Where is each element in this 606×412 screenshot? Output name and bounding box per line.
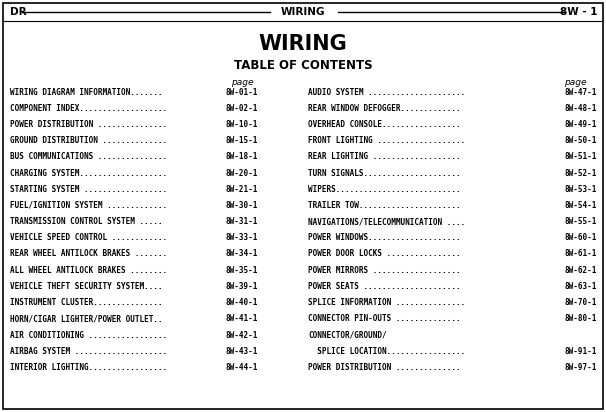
Text: CONNECTOR PIN-OUTS ..............: CONNECTOR PIN-OUTS .............. <box>308 314 461 323</box>
Text: COMPONENT INDEX...................: COMPONENT INDEX................... <box>10 104 167 113</box>
Text: NAVIGATIONS/TELECOMMUNICATION ....: NAVIGATIONS/TELECOMMUNICATION .... <box>308 217 465 226</box>
Text: AUDIO SYSTEM .....................: AUDIO SYSTEM ..................... <box>308 87 465 96</box>
Text: TRAILER TOW......................: TRAILER TOW...................... <box>308 201 461 210</box>
Text: REAR WHEEL ANTILOCK BRAKES .......: REAR WHEEL ANTILOCK BRAKES ....... <box>10 250 167 258</box>
Text: POWER DISTRIBUTION ..............: POWER DISTRIBUTION .............. <box>308 363 461 372</box>
Text: 8W-48-1: 8W-48-1 <box>565 104 597 113</box>
Text: 8W-10-1: 8W-10-1 <box>225 120 258 129</box>
Text: 8W-34-1: 8W-34-1 <box>225 250 258 258</box>
Text: 8W-47-1: 8W-47-1 <box>565 87 597 96</box>
Text: 8W-55-1: 8W-55-1 <box>565 217 597 226</box>
Text: 8W-21-1: 8W-21-1 <box>225 185 258 194</box>
Text: INSTRUMENT CLUSTER...............: INSTRUMENT CLUSTER............... <box>10 298 162 307</box>
Text: 8W-30-1: 8W-30-1 <box>225 201 258 210</box>
Text: REAR WINDOW DEFOGGER.............: REAR WINDOW DEFOGGER............. <box>308 104 461 113</box>
Text: TABLE OF CONTENTS: TABLE OF CONTENTS <box>234 59 372 72</box>
Text: 8W-41-1: 8W-41-1 <box>225 314 258 323</box>
Text: POWER MIRRORS ...................: POWER MIRRORS ................... <box>308 266 461 275</box>
Text: STARTING SYSTEM ..................: STARTING SYSTEM .................. <box>10 185 167 194</box>
Text: OVERHEAD CONSOLE.................: OVERHEAD CONSOLE................. <box>308 120 461 129</box>
Text: REAR LIGHTING ...................: REAR LIGHTING ................... <box>308 152 461 162</box>
Text: BUS COMMUNICATIONS ...............: BUS COMMUNICATIONS ............... <box>10 152 167 162</box>
Text: FRONT LIGHTING ...................: FRONT LIGHTING ................... <box>308 136 465 145</box>
Text: WIRING: WIRING <box>259 34 347 54</box>
Text: SPLICE INFORMATION ...............: SPLICE INFORMATION ............... <box>308 298 465 307</box>
Text: GROUND DISTRIBUTION ..............: GROUND DISTRIBUTION .............. <box>10 136 167 145</box>
Text: VEHICLE THEFT SECURITY SYSTEM....: VEHICLE THEFT SECURITY SYSTEM.... <box>10 282 162 291</box>
Text: 8W-02-1: 8W-02-1 <box>225 104 258 113</box>
Text: 8W-44-1: 8W-44-1 <box>225 363 258 372</box>
Text: 8W-61-1: 8W-61-1 <box>565 250 597 258</box>
Text: 8W-91-1: 8W-91-1 <box>565 347 597 356</box>
Text: 8W-54-1: 8W-54-1 <box>565 201 597 210</box>
Text: CHARGING SYSTEM...................: CHARGING SYSTEM................... <box>10 169 167 178</box>
Text: ALL WHEEL ANTILOCK BRAKES ........: ALL WHEEL ANTILOCK BRAKES ........ <box>10 266 167 275</box>
Text: 8W-40-1: 8W-40-1 <box>225 298 258 307</box>
Text: 8W-70-1: 8W-70-1 <box>565 298 597 307</box>
Text: VEHICLE SPEED CONTROL ............: VEHICLE SPEED CONTROL ............ <box>10 233 167 242</box>
Text: 8W-33-1: 8W-33-1 <box>225 233 258 242</box>
Text: INTERIOR LIGHTING.................: INTERIOR LIGHTING................. <box>10 363 167 372</box>
Text: WIRING: WIRING <box>281 7 325 17</box>
Text: 8W-39-1: 8W-39-1 <box>225 282 258 291</box>
Text: 8W-97-1: 8W-97-1 <box>565 363 597 372</box>
Text: CONNECTOR/GROUND/: CONNECTOR/GROUND/ <box>308 330 387 339</box>
Text: POWER DISTRIBUTION ...............: POWER DISTRIBUTION ............... <box>10 120 167 129</box>
Text: page: page <box>231 77 253 87</box>
Text: 8W - 1: 8W - 1 <box>561 7 598 17</box>
Text: AIRBAG SYSTEM ....................: AIRBAG SYSTEM .................... <box>10 347 167 356</box>
Text: 8W-18-1: 8W-18-1 <box>225 152 258 162</box>
Text: 8W-35-1: 8W-35-1 <box>225 266 258 275</box>
Text: POWER WINDOWS....................: POWER WINDOWS.................... <box>308 233 461 242</box>
Text: page: page <box>564 77 586 87</box>
Text: SPLICE LOCATION.................: SPLICE LOCATION................. <box>308 347 465 356</box>
Text: 8W-52-1: 8W-52-1 <box>565 169 597 178</box>
Text: 8W-43-1: 8W-43-1 <box>225 347 258 356</box>
Text: TURN SIGNALS.....................: TURN SIGNALS..................... <box>308 169 461 178</box>
Text: POWER DOOR LOCKS ................: POWER DOOR LOCKS ................ <box>308 250 461 258</box>
Text: HORN/CIGAR LIGHTER/POWER OUTLET..: HORN/CIGAR LIGHTER/POWER OUTLET.. <box>10 314 162 323</box>
Text: 8W-62-1: 8W-62-1 <box>565 266 597 275</box>
Text: FUEL/IGNITION SYSTEM .............: FUEL/IGNITION SYSTEM ............. <box>10 201 167 210</box>
Text: 8W-60-1: 8W-60-1 <box>565 233 597 242</box>
Text: 8W-50-1: 8W-50-1 <box>565 136 597 145</box>
Text: 8W-49-1: 8W-49-1 <box>565 120 597 129</box>
Text: 8W-20-1: 8W-20-1 <box>225 169 258 178</box>
Text: WIPERS...........................: WIPERS........................... <box>308 185 461 194</box>
Text: AIR CONDITIONING .................: AIR CONDITIONING ................. <box>10 330 167 339</box>
Text: 8W-15-1: 8W-15-1 <box>225 136 258 145</box>
Text: WIRING DIAGRAM INFORMATION.......: WIRING DIAGRAM INFORMATION....... <box>10 87 162 96</box>
Text: 8W-53-1: 8W-53-1 <box>565 185 597 194</box>
Text: TRANSMISSION CONTROL SYSTEM .....: TRANSMISSION CONTROL SYSTEM ..... <box>10 217 162 226</box>
Text: 8W-63-1: 8W-63-1 <box>565 282 597 291</box>
Text: 8W-01-1: 8W-01-1 <box>225 87 258 96</box>
Text: 8W-80-1: 8W-80-1 <box>565 314 597 323</box>
Text: DR: DR <box>10 7 27 17</box>
Text: 8W-42-1: 8W-42-1 <box>225 330 258 339</box>
Text: POWER SEATS .....................: POWER SEATS ..................... <box>308 282 461 291</box>
Text: 8W-51-1: 8W-51-1 <box>565 152 597 162</box>
Text: 8W-31-1: 8W-31-1 <box>225 217 258 226</box>
